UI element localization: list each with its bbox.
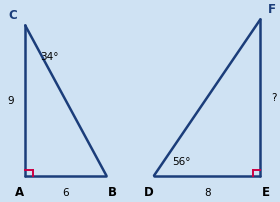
Text: ?: ? <box>272 93 277 103</box>
Text: E: E <box>262 185 270 198</box>
Text: D: D <box>144 185 153 198</box>
Text: 6: 6 <box>62 187 69 197</box>
Text: A: A <box>15 185 24 198</box>
Text: C: C <box>8 9 17 22</box>
Text: B: B <box>108 185 116 198</box>
Text: 34°: 34° <box>41 52 59 62</box>
Text: 56°: 56° <box>172 157 191 167</box>
Text: 9: 9 <box>7 96 14 106</box>
Text: F: F <box>267 3 276 16</box>
Text: 8: 8 <box>204 187 211 197</box>
